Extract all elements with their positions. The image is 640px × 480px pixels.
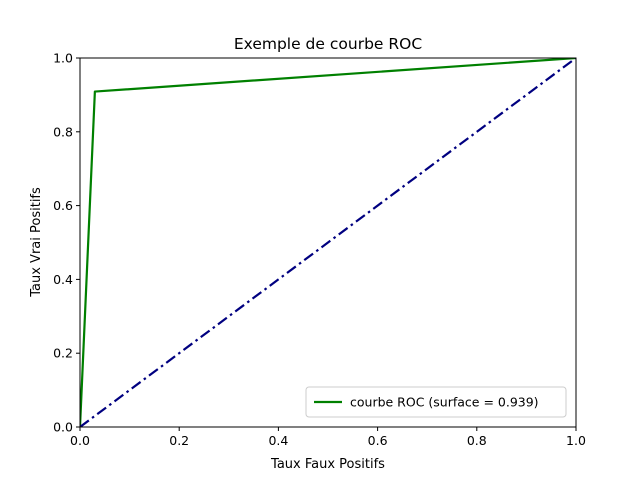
x-tick-label: 0.4 [268, 433, 288, 448]
y-tick-label: 0.6 [53, 198, 73, 213]
y-axis-label: Taux Vrai Positifs [29, 187, 44, 298]
axes-frame [79, 57, 577, 428]
series-line-1 [80, 58, 576, 427]
y-tick-label: 1.0 [53, 51, 73, 66]
series-line-0 [80, 58, 576, 427]
x-tick-label: 0.8 [467, 433, 487, 448]
x-axis-label: Taux Faux Positifs [270, 457, 385, 472]
y-tick-label: 0.2 [53, 346, 73, 361]
legend: courbe ROC (surface = 0.939) [305, 386, 567, 418]
legend-box [305, 386, 567, 418]
y-tick-label: 0.4 [53, 272, 73, 287]
x-tick-label: 0.6 [368, 433, 388, 448]
x-tick-label: 0.0 [70, 433, 90, 448]
axis-ticks: 0.0 0.2 0.4 0.6 0.8 1.0 0.0 0.2 0.4 0.6 0.8 1.0 [53, 51, 586, 449]
legend-entry: courbe ROC (surface = 0.939) [350, 395, 539, 410]
x-tick-label: 0.2 [169, 433, 189, 448]
chart-title: Exemple de courbe ROC [234, 35, 422, 53]
plot-area [80, 58, 576, 427]
y-tick-label: 0.8 [53, 124, 73, 139]
x-tick-label: 1.0 [566, 433, 586, 448]
y-tick-label: 0.0 [53, 420, 73, 435]
